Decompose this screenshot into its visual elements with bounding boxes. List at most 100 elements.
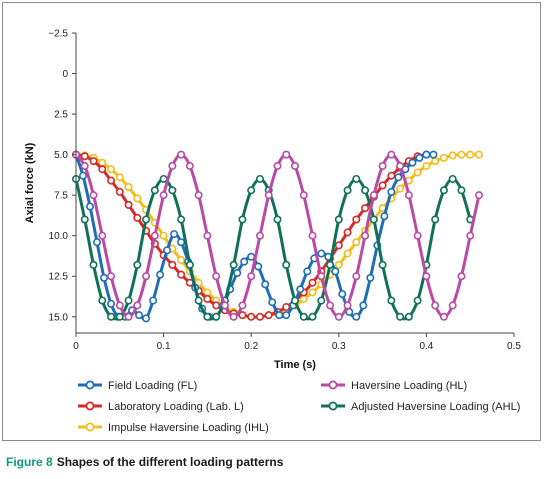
data-point [361, 186, 370, 195]
figure-title: Shapes of the different loading patterns [56, 455, 284, 469]
data-point [212, 272, 221, 281]
data-point [378, 181, 387, 190]
data-point [107, 312, 116, 321]
data-point [296, 285, 305, 294]
axes-layer: −2.5 0 2.5 5.0 7.5 10.0 12.5 15.0 0 0.1 0.2 0.3 0.4 0… [48, 29, 521, 353]
data-point [194, 296, 203, 305]
data-point [366, 273, 375, 282]
legend-item: Field Loading (FL) [78, 380, 197, 392]
data-point [415, 153, 424, 162]
data-point [177, 238, 186, 247]
x-tick-label: 0.2 [244, 341, 258, 352]
series-adjusted-haversine-loading-ahl [72, 174, 475, 321]
data-point [334, 241, 343, 250]
data-point [80, 215, 89, 224]
y-tick-label: 15.0 [49, 312, 69, 323]
data-point [79, 171, 88, 180]
data-point [474, 191, 483, 200]
data-point [317, 296, 326, 305]
data-point [413, 231, 422, 240]
data-point [150, 231, 159, 240]
legend-label: Adjusted Haversine Loading (AHL) [351, 401, 520, 413]
data-point [331, 267, 340, 276]
data-point [133, 301, 142, 310]
data-point [98, 231, 107, 240]
data-point [448, 151, 457, 160]
data-point [275, 311, 284, 320]
data-point [457, 186, 466, 195]
data-point [268, 298, 277, 307]
data-point [177, 215, 186, 224]
data-point [308, 231, 317, 240]
data-point [203, 312, 212, 321]
y-tick-label: 5.0 [54, 150, 68, 161]
y-tick-label: 2.5 [54, 110, 68, 121]
data-point [290, 161, 299, 170]
x-axis-title: Time (s) [274, 359, 316, 371]
data-point [149, 296, 158, 305]
data-point [431, 301, 440, 310]
data-point [431, 157, 440, 166]
data-point [124, 312, 133, 321]
data-point [100, 273, 109, 282]
series-line [74, 177, 472, 321]
data-point [150, 186, 159, 195]
data-point [124, 183, 133, 192]
data-point [238, 311, 247, 320]
data-point [334, 260, 343, 269]
legend-swatch-marker [328, 380, 338, 390]
data-point [439, 312, 448, 321]
data-point [378, 260, 387, 269]
data-point [170, 230, 179, 239]
data-point [326, 260, 335, 269]
data-point [142, 272, 151, 281]
legend-item: Impulse Haversine Loading (IHL) [78, 422, 269, 434]
y-tick-label: 12.5 [49, 272, 69, 283]
data-point [308, 312, 317, 321]
legend-label: Laboratory Loading (Lab. L) [108, 401, 244, 413]
data-point [254, 262, 263, 271]
legend-item: Adjusted Haversine Loading (AHL) [321, 401, 520, 413]
data-point [457, 150, 466, 159]
data-point [89, 260, 98, 269]
data-point [107, 165, 116, 174]
data-point [107, 176, 116, 185]
data-point [352, 215, 361, 224]
y-tick-label: 7.5 [54, 191, 68, 202]
data-point [299, 191, 308, 200]
data-point [115, 301, 124, 310]
data-point [159, 191, 168, 200]
legend: Field Loading (FL) Haversine Loading (HL)… [78, 380, 520, 434]
data-point [466, 231, 475, 240]
data-point [115, 173, 124, 182]
data-point [387, 296, 396, 305]
data-point [80, 152, 89, 161]
data-point [142, 215, 151, 224]
data-point [247, 186, 256, 195]
data-point [303, 267, 312, 276]
data-point [317, 272, 326, 281]
x-tick-label: 0 [73, 341, 79, 352]
data-point [396, 161, 405, 170]
figure-frame: −2.5 0 2.5 5.0 7.5 10.0 12.5 15.0 0 0.1 0.2 0.3 0.4 0… [2, 2, 541, 441]
data-point [352, 238, 361, 247]
data-point [369, 215, 378, 224]
data-point [185, 161, 194, 170]
data-point [80, 161, 89, 170]
data-point [290, 296, 299, 305]
data-point [448, 174, 457, 183]
series-haversine-loading-hl [72, 150, 483, 321]
legend-swatch-marker [85, 422, 95, 432]
y-tick-label: 0 [62, 69, 68, 80]
data-point [168, 260, 177, 269]
data-point [255, 174, 264, 183]
data-point [212, 312, 221, 321]
data-point [334, 312, 343, 321]
legend-swatch-marker [85, 401, 95, 411]
data-point [369, 191, 378, 200]
data-point [264, 191, 273, 200]
y-axis-title: Axial force (kN) [24, 142, 36, 223]
x-tick-label: 0.3 [332, 341, 346, 352]
series-layer [72, 150, 483, 323]
data-point [343, 186, 352, 195]
